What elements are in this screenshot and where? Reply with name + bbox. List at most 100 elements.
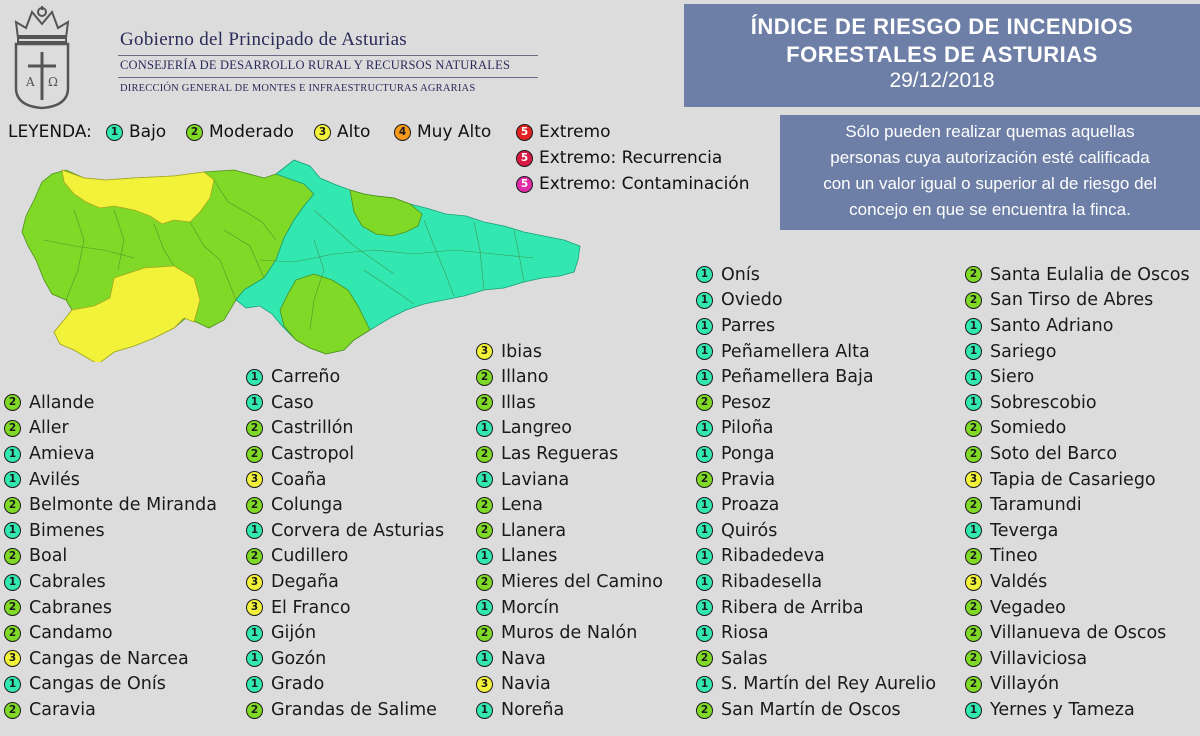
- risk-level-badge: 2: [4, 624, 21, 642]
- municipality-row: 1 Teverga: [965, 521, 1058, 541]
- title-line-2: FORESTALES DE ASTURIAS: [786, 42, 1098, 67]
- municipality-name: Grado: [271, 674, 325, 695]
- municipality-name: Sobrescobio: [990, 392, 1097, 413]
- municipality-row: 1 Proaza: [696, 495, 779, 515]
- map-region-coast-high: [61, 169, 215, 225]
- risk-level-badge: 2: [965, 650, 982, 668]
- municipality-name: Muros de Nalón: [501, 623, 638, 644]
- legend-label: Alto: [337, 122, 371, 142]
- municipality-name: Pesoz: [721, 392, 771, 413]
- municipality-name: Cabranes: [29, 597, 112, 618]
- legend-title: LEYENDA:: [8, 122, 92, 142]
- risk-level-badge: 1: [965, 522, 982, 540]
- risk-level-badge: 1: [476, 419, 493, 437]
- risk-level-badge: 2: [4, 394, 21, 412]
- municipality-name: Morcín: [501, 597, 560, 618]
- municipality-name: Vegadeo: [990, 597, 1066, 618]
- legend-label: Extremo: Contaminación: [539, 174, 750, 194]
- risk-level-badge: 2: [696, 471, 713, 489]
- municipality-row: 2 Soto del Barco: [965, 444, 1117, 464]
- municipality-name: Gijón: [271, 623, 317, 644]
- municipality-row: 2 Las Regueras: [476, 444, 618, 464]
- risk-level-badge: 2: [246, 701, 263, 719]
- legend-item: 2 Moderado: [186, 122, 294, 142]
- municipality-row: 1 Gijón: [246, 623, 316, 643]
- legend-label: Muy Alto: [417, 122, 492, 142]
- legend-badge: 5: [516, 123, 533, 141]
- risk-level-badge: 2: [965, 599, 982, 617]
- municipality-name: Colunga: [271, 495, 343, 516]
- risk-level-badge: 1: [476, 547, 493, 565]
- municipality-name: Bimenes: [29, 520, 105, 541]
- municipality-row: 1 Oviedo: [696, 290, 783, 310]
- municipality-row: 3 Navia: [476, 674, 551, 694]
- municipality-name: Cabrales: [29, 572, 106, 592]
- report-date: 29/12/2018: [889, 69, 995, 92]
- municipality-row: 3 Coaña: [246, 470, 326, 490]
- municipality-name: S. Martín del Rey Aurelio: [721, 674, 937, 695]
- municipality-name: Amieva: [29, 444, 95, 464]
- directorate-name: DIRECCIÓN GENERAL DE MONTES E INFRAESTRU…: [120, 83, 476, 94]
- municipality-name: Grandas de Salime: [271, 700, 437, 720]
- risk-level-badge: 1: [246, 650, 263, 668]
- svg-text:A: A: [25, 75, 35, 89]
- header-divider: [118, 55, 538, 56]
- risk-level-badge: 1: [4, 445, 21, 463]
- municipality-row: 1 Santo Adriano: [965, 316, 1113, 336]
- legend-badge: 5: [516, 149, 533, 167]
- municipality-row: 2 Boal: [4, 546, 67, 566]
- legend-item: 5 Extremo: [516, 122, 611, 142]
- municipality-name: Villanueva de Oscos: [990, 623, 1167, 644]
- risk-level-badge: 2: [476, 496, 493, 514]
- municipality-name: Mieres del Camino: [501, 572, 663, 592]
- map-region-south-moderate: [279, 273, 371, 355]
- risk-level-badge: 2: [965, 419, 982, 437]
- municipality-row: 1 Bimenes: [4, 521, 105, 541]
- legend-item: 5 Extremo: Contaminación: [516, 174, 749, 194]
- municipality-name: San Tirso de Abres: [990, 290, 1154, 311]
- risk-level-badge: 1: [696, 419, 713, 437]
- municipality-row: 2 Castrillón: [246, 418, 354, 438]
- municipality-row: 2 Allande: [4, 393, 94, 413]
- risk-level-badge: 3: [246, 471, 263, 489]
- municipality-row: 1 Noreña: [476, 700, 564, 720]
- risk-level-badge: 2: [965, 266, 982, 284]
- municipality-name: Ribadesella: [721, 572, 823, 592]
- municipality-name: Santa Eulalia de Oscos: [990, 264, 1190, 285]
- risk-level-badge: 1: [965, 701, 982, 719]
- municipality-name: Villaviciosa: [990, 648, 1088, 669]
- municipality-row: 1 Amieva: [4, 444, 95, 464]
- legend-badge: 4: [394, 123, 411, 141]
- municipality-row: 1 Laviana: [476, 470, 569, 490]
- risk-level-badge: 2: [4, 496, 21, 514]
- municipality-row: 2 Cabranes: [4, 598, 112, 618]
- risk-level-badge: 2: [476, 522, 493, 540]
- municipality-name: Las Regueras: [501, 444, 619, 464]
- risk-level-badge: 1: [696, 573, 713, 591]
- legend-badge: 5: [516, 175, 533, 193]
- legend-label: Moderado: [209, 122, 294, 142]
- municipality-name: Carreño: [271, 367, 341, 388]
- municipality-name: Allande: [29, 392, 95, 413]
- municipality-row: 2 Villaviciosa: [965, 649, 1087, 669]
- municipality-name: Sariego: [990, 341, 1057, 362]
- risk-level-badge: 2: [476, 624, 493, 642]
- risk-level-badge: 1: [476, 471, 493, 489]
- municipality-row: 1 Peñamellera Baja: [696, 367, 874, 387]
- risk-level-badge: 1: [476, 701, 493, 719]
- ministry-name: CONSEJERÍA DE DESARROLLO RURAL Y RECURSO…: [120, 58, 511, 72]
- municipality-name: Caso: [271, 392, 314, 413]
- svg-text:Ω: Ω: [48, 75, 58, 89]
- municipality-row: 1 Carreño: [246, 367, 340, 387]
- notice-line: Sólo pueden realizar quemas aquellas: [845, 122, 1135, 141]
- municipality-row: 1 Gozón: [246, 649, 326, 669]
- municipality-row: 3 Ibias: [476, 342, 542, 362]
- risk-level-badge: 1: [246, 394, 263, 412]
- burning-notice-panel: Sólo pueden realizar quemas aquellas per…: [780, 115, 1200, 230]
- municipality-row: 1 Morcín: [476, 598, 559, 618]
- risk-level-badge: 1: [246, 624, 263, 642]
- risk-level-badge: 2: [4, 547, 21, 565]
- municipality-name: Illas: [501, 392, 536, 413]
- municipality-name: Nava: [501, 648, 546, 669]
- municipality-row: 2 San Tirso de Abres: [965, 290, 1153, 310]
